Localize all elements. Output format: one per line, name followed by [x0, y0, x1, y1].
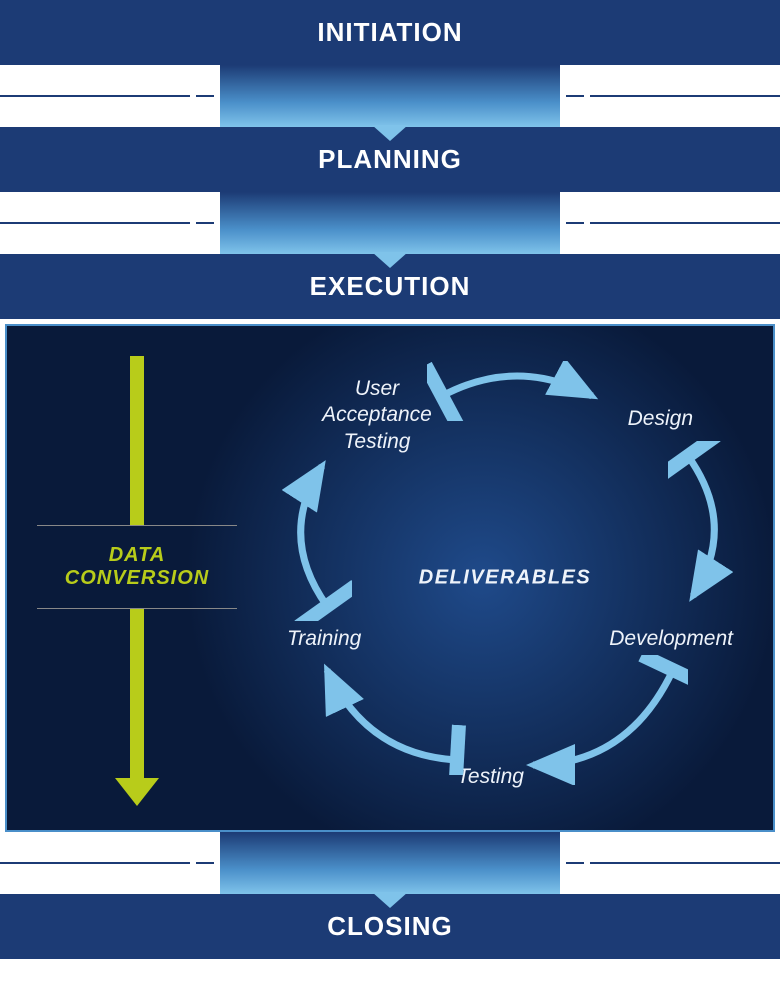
- data-conversion-label: DATA CONVERSION: [37, 526, 237, 608]
- arc-arrow-design-development: [668, 441, 748, 611]
- phase-bar-initiation: INITIATION: [0, 0, 780, 65]
- deliverables-center-label: DELIVERABLES: [419, 567, 591, 590]
- connector-planning-execution: [0, 192, 780, 254]
- dc-arrow-bottom: [130, 609, 144, 778]
- arc-arrow-uat-design: [427, 361, 607, 421]
- data-conversion-panel: DATA CONVERSION: [37, 356, 237, 806]
- arc-arrow-testing-training: [312, 655, 472, 775]
- connector-initiation-planning: [0, 65, 780, 127]
- dc-arrow-head-icon: [115, 778, 159, 806]
- cycle-item-training: Training: [287, 626, 361, 652]
- execution-detail-box: DATA CONVERSION DELIVERABLES User Accept…: [5, 324, 775, 832]
- cycle-item-design: Design: [628, 406, 693, 432]
- deliverables-cycle: DELIVERABLES User Acceptance Testing Des…: [257, 346, 753, 810]
- phase-label-execution: EXECUTION: [310, 271, 471, 302]
- phase-label-closing: CLOSING: [327, 911, 452, 942]
- phase-label-initiation: INITIATION: [317, 17, 462, 48]
- arc-arrow-development-testing: [518, 655, 688, 785]
- arc-arrow-training-uat: [272, 451, 352, 621]
- connector-execution-closing: [0, 832, 780, 894]
- cycle-item-uat: User Acceptance Testing: [307, 376, 447, 455]
- cycle-item-development: Development: [609, 626, 733, 652]
- phase-label-planning: PLANNING: [318, 144, 462, 175]
- dc-arrow-top: [130, 356, 144, 525]
